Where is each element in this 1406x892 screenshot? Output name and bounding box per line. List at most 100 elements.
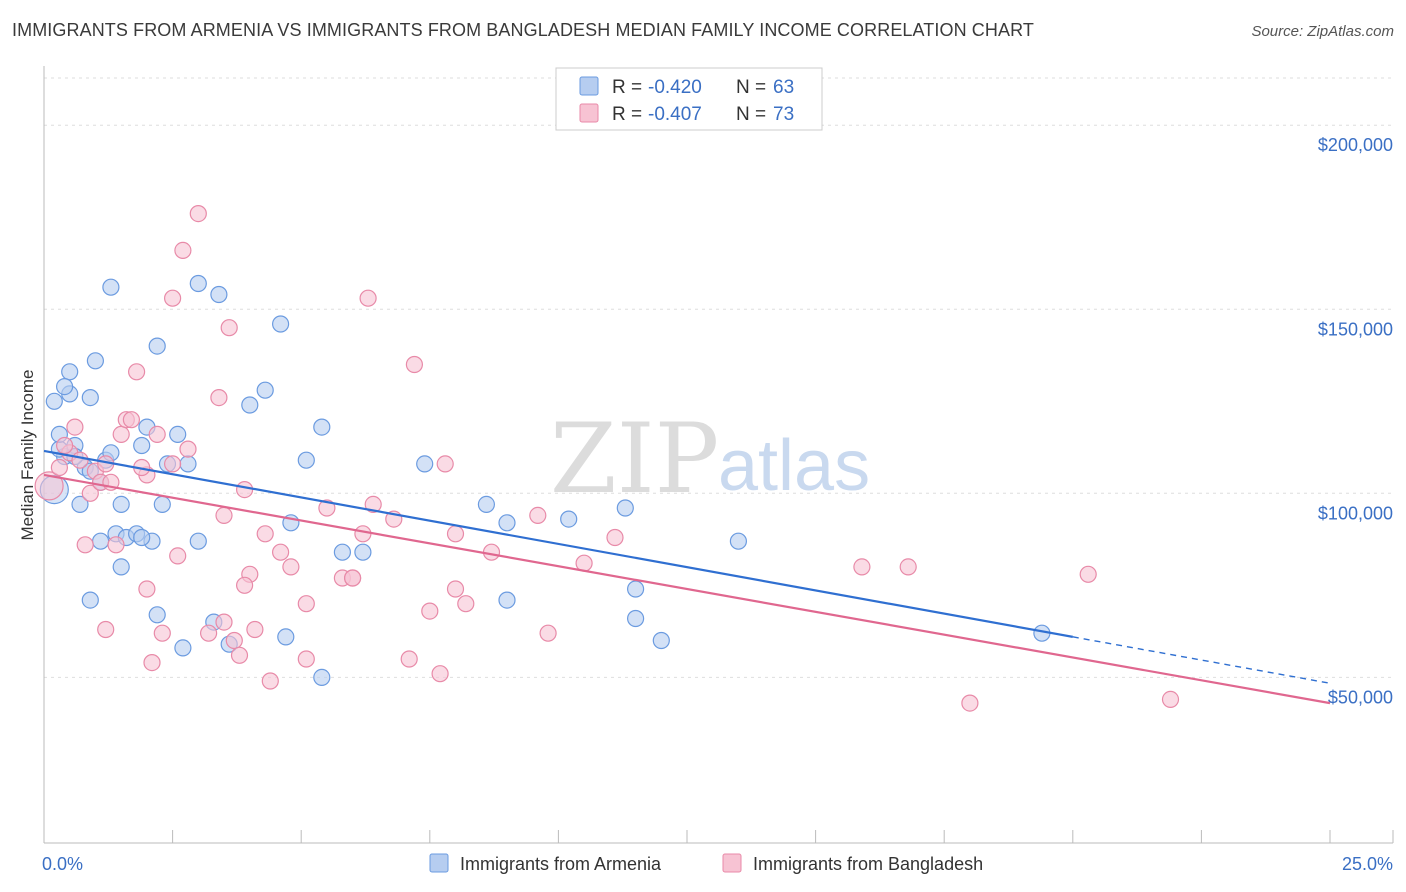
data-point: [71, 495, 89, 513]
data-point: [81, 591, 99, 609]
data-point: [364, 495, 382, 513]
data-point: [297, 650, 315, 668]
data-point: [210, 285, 228, 304]
data-point: [153, 495, 171, 513]
legend-n-label-armenia: N =: [736, 77, 766, 98]
data-point: [261, 672, 279, 690]
data-point: [189, 205, 207, 223]
data-point: [215, 506, 233, 525]
data-point: [961, 694, 979, 712]
legend-n-value-bangladesh: 73: [773, 104, 794, 125]
data-point: [446, 580, 465, 598]
data-point: [91, 532, 110, 550]
data-point: [50, 458, 69, 477]
axes: [43, 66, 1393, 844]
data-point: [354, 525, 372, 543]
stats-legend-box: [555, 67, 823, 131]
series-legend: Immigrants from Armenia Immigrants from …: [429, 853, 983, 874]
data-point: [272, 543, 290, 561]
data-point: [313, 668, 331, 687]
data-point: [246, 620, 264, 639]
legend-r-value-bangladesh: -0.407: [648, 104, 702, 125]
trend-line: [43, 449, 1073, 638]
data-point: [436, 455, 454, 473]
legend-r-label-bangladesh: R =: [612, 104, 642, 125]
data-point: [55, 378, 74, 396]
data-point: [344, 569, 362, 587]
data-point: [189, 532, 207, 550]
legend-swatch-armenia: [579, 76, 599, 96]
data-point: [122, 411, 140, 429]
data-point: [112, 495, 130, 513]
data-point: [189, 274, 207, 293]
data-point: [421, 602, 439, 620]
data-point: [225, 631, 243, 650]
data-point: [174, 241, 192, 259]
data-point: [138, 580, 156, 598]
y-tick-label: $150,000: [1318, 319, 1393, 339]
data-point: [606, 528, 624, 547]
trend-line: [43, 473, 1331, 705]
data-point: [97, 620, 115, 639]
data-point: [498, 591, 516, 609]
data-point: [297, 595, 315, 613]
data-point: [282, 558, 300, 576]
data-point: [128, 363, 146, 381]
data-point: [626, 580, 645, 598]
data-point: [1161, 690, 1180, 709]
data-point: [61, 363, 79, 381]
watermark-zip: ZIP: [550, 403, 719, 515]
data-point: [333, 543, 351, 561]
data-point: [45, 392, 63, 410]
data-point: [76, 536, 94, 554]
legend-n-label-bangladesh: N =: [736, 104, 766, 125]
data-point: [55, 436, 74, 455]
data-point: [529, 506, 547, 525]
data-point: [272, 315, 290, 333]
data-point: [81, 484, 99, 502]
trend-lines: [43, 449, 1331, 705]
data-point: [148, 606, 166, 624]
chart-title: IMMIGRANTS FROM ARMENIA VS IMMIGRANTS FR…: [12, 20, 1034, 40]
data-point: [133, 528, 151, 547]
watermark-atlas: atlas: [718, 426, 870, 506]
legend-r-label-armenia: R =: [612, 77, 642, 98]
data-point: [539, 624, 557, 642]
data-point: [359, 289, 377, 307]
data-point: [482, 543, 501, 561]
bottom-legend-swatch-armenia: [429, 853, 449, 873]
data-point: [112, 558, 130, 576]
x-tick-label-right: 25.0%: [1342, 854, 1393, 874]
data-point: [313, 418, 331, 436]
data-point: [66, 418, 84, 436]
data-point: [169, 547, 187, 565]
data-point: [616, 499, 634, 517]
data-point: [153, 624, 171, 642]
data-point: [277, 628, 295, 646]
x-tick-label-left: 0.0%: [42, 854, 83, 874]
trend-line-extension: [1072, 636, 1331, 684]
data-point: [143, 653, 161, 672]
bottom-legend-swatch-bangladesh: [722, 853, 742, 873]
data-point: [179, 440, 197, 458]
data-point: [853, 558, 871, 576]
data-point: [354, 543, 372, 561]
data-point: [446, 525, 465, 543]
data-point: [729, 532, 748, 550]
data-point: [405, 355, 423, 374]
y-tick-labels: $50,000 $100,000 $150,000 $200,000: [1318, 135, 1393, 707]
data-point: [416, 455, 434, 473]
data-point: [560, 510, 578, 528]
data-point: [652, 631, 670, 650]
y-axis-label: Median Family Income: [18, 369, 37, 540]
y-tick-label: $50,000: [1328, 687, 1393, 707]
stats-legend: R = -0.420 N = 63 R = -0.407 N = 73: [555, 67, 823, 131]
data-point: [400, 650, 418, 668]
data-point: [102, 278, 120, 296]
data-point: [215, 613, 233, 631]
data-point: [236, 481, 254, 499]
data-point: [477, 495, 495, 513]
series-armenia-points: [39, 274, 1051, 687]
data-point: [164, 289, 182, 307]
